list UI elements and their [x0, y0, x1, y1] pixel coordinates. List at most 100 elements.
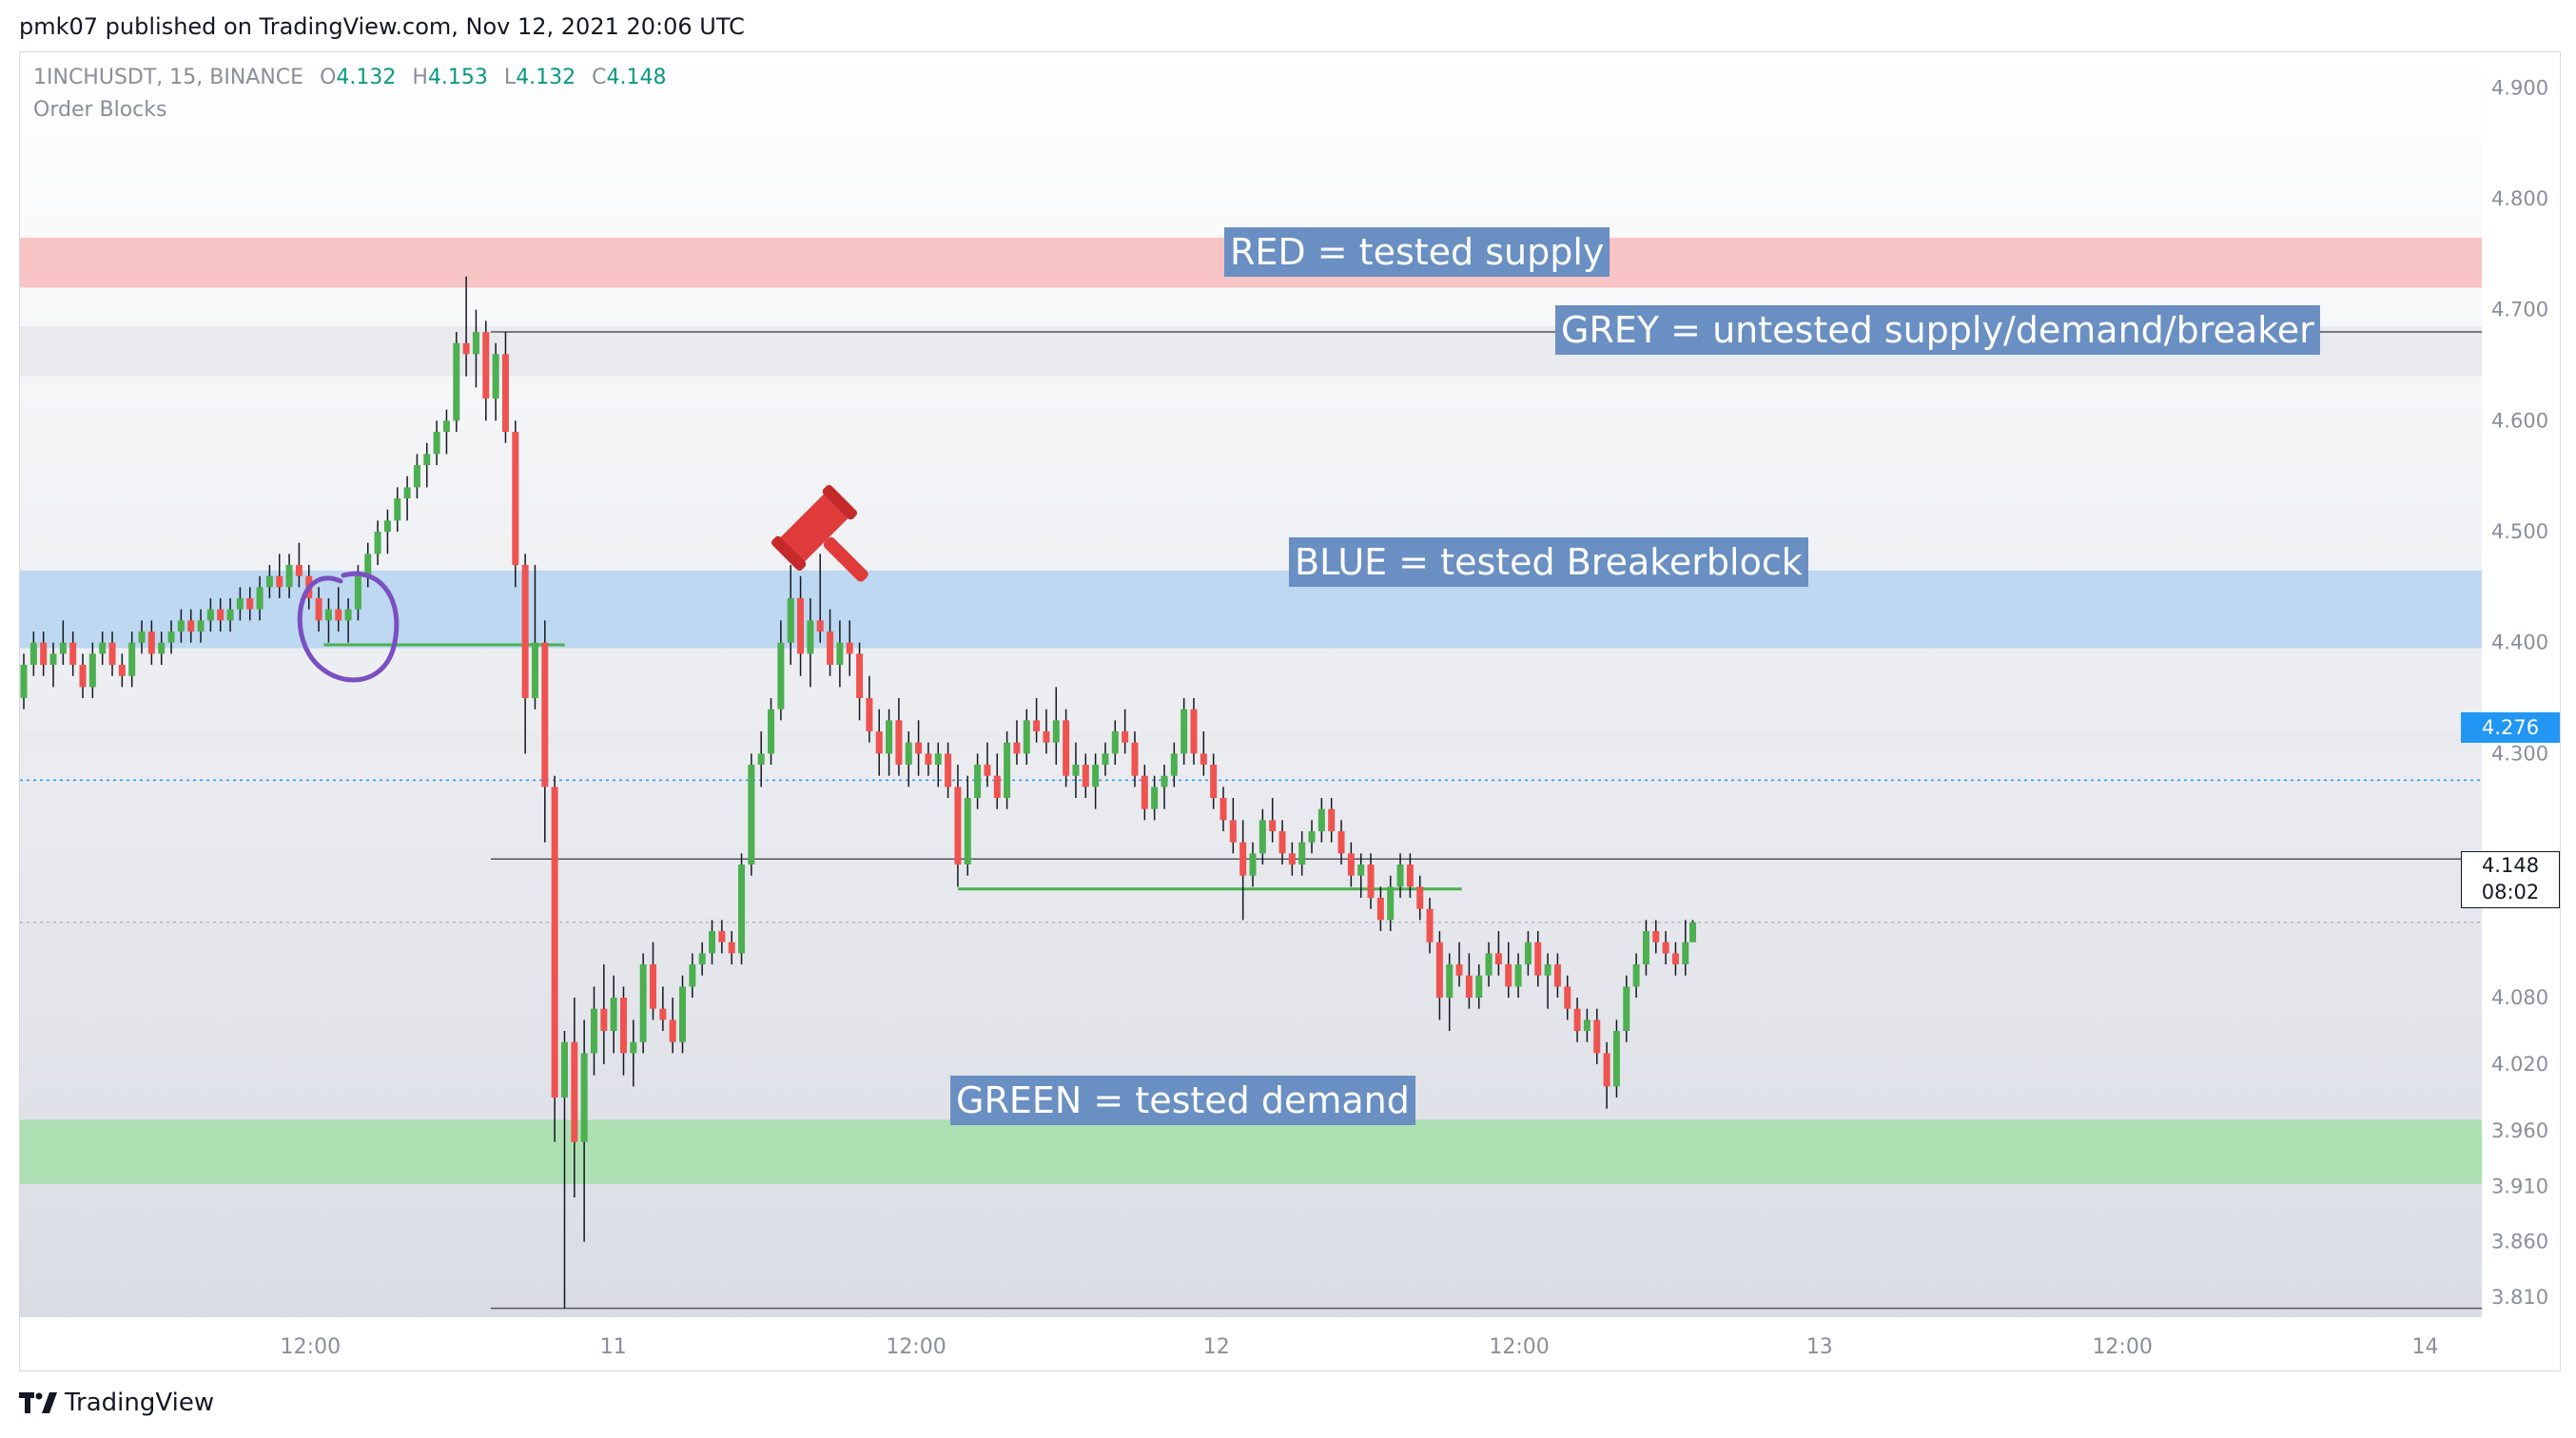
purple-circle-drawing: [297, 571, 400, 683]
candle-body: [108, 642, 116, 666]
candle-body: [1583, 1020, 1590, 1032]
candle-body: [167, 632, 175, 643]
candle-body: [1082, 765, 1089, 787]
candle-body: [886, 720, 893, 754]
chart-frame[interactable]: 4.9004.8004.7004.6004.5004.4004.3004.200…: [19, 51, 2561, 1371]
candle-body: [512, 432, 519, 566]
candle-body: [619, 998, 627, 1054]
candle-body: [394, 498, 401, 521]
candle-body: [748, 765, 755, 865]
candle-body: [895, 720, 903, 766]
candle-body: [295, 565, 302, 576]
candle-body: [1052, 720, 1060, 743]
time-axis-label: 12:00: [281, 1335, 341, 1359]
candles-layer: [20, 276, 1697, 1309]
candle-body: [453, 342, 460, 421]
candle-body: [1023, 720, 1030, 754]
high-label: H: [412, 66, 428, 89]
candle-body: [1475, 975, 1483, 999]
candle-body: [925, 753, 932, 766]
tradingview-logo-icon: [19, 1392, 57, 1413]
price-axis-label: 4.600: [2491, 409, 2548, 432]
candle-body: [69, 642, 77, 666]
candle-body: [1416, 886, 1424, 909]
symbol-line: 1INCHUSDT, 15, BINANCE: [33, 66, 304, 89]
candle-body: [797, 598, 805, 654]
price-axis-label: 4.500: [2491, 520, 2548, 543]
candle-body: [88, 653, 96, 688]
candle-body: [1317, 808, 1325, 832]
candle-body: [1337, 831, 1345, 854]
annotation-grey[interactable]: GREY = untested supply/demand/breaker: [1555, 305, 2320, 355]
candle-body: [1170, 753, 1178, 776]
candle-body: [1573, 1008, 1581, 1032]
candle-body: [1239, 842, 1247, 876]
last-price: 4.148: [2481, 854, 2540, 877]
candle-body: [1004, 742, 1011, 799]
candle-body: [1278, 831, 1286, 854]
candle-body: [501, 354, 509, 433]
candle-body: [580, 1053, 588, 1142]
candle-body: [344, 609, 352, 621]
candle-body: [905, 742, 912, 766]
tradingview-logo[interactable]: TradingView: [19, 1389, 214, 1417]
candle-body: [787, 598, 794, 643]
candle-body: [650, 964, 657, 1009]
candle-body: [206, 609, 214, 621]
candle-body: [974, 765, 982, 799]
candle-body: [679, 986, 687, 1042]
candle-body: [1603, 1053, 1610, 1087]
candle-body: [324, 609, 332, 621]
candle-body: [1376, 898, 1384, 921]
candle-body: [256, 587, 263, 610]
candle-body: [1671, 953, 1679, 965]
candle-body: [1465, 975, 1473, 999]
price-axis-label: 3.910: [2491, 1175, 2548, 1197]
price-axis-label: 4.400: [2491, 632, 2548, 654]
candle-body: [1534, 942, 1542, 976]
candle-body: [79, 665, 87, 688]
candle-body: [1181, 709, 1188, 754]
candle-body: [285, 565, 293, 588]
candle-body: [757, 753, 765, 766]
candle-body: [1689, 922, 1697, 942]
candle-body: [1652, 931, 1660, 942]
price-axis-label: 4.300: [2491, 742, 2548, 765]
candle-body: [246, 598, 254, 610]
candle-body: [226, 609, 234, 621]
candle-body: [354, 575, 361, 610]
indicator-name[interactable]: Order Blocks: [33, 98, 167, 122]
time-axis: 12:00 11 12:00 12 12:00 13 12:00 14: [281, 1335, 2439, 1359]
candle-body: [1544, 964, 1551, 976]
candle-body: [335, 609, 342, 621]
candle-body: [984, 765, 991, 776]
annotation-red[interactable]: RED = tested supply: [1224, 227, 1610, 277]
candle-body: [1446, 964, 1454, 999]
candle-body: [1063, 720, 1070, 776]
candle-body: [128, 642, 136, 676]
candle-body: [1200, 753, 1207, 766]
low-label: L: [503, 66, 517, 89]
candle-body: [1662, 942, 1669, 954]
high-value: 4.153: [427, 66, 488, 89]
candle-body: [1259, 820, 1266, 854]
candle-body: [158, 642, 166, 654]
annotation-green[interactable]: GREEN = tested demand: [950, 1076, 1415, 1125]
symbol-legend[interactable]: 1INCHUSDT, 15, BINANCE O4.132 H4.153 L4.…: [33, 66, 667, 89]
candle-body: [433, 432, 440, 455]
candle-body: [49, 653, 57, 666]
candle-body: [541, 642, 549, 787]
annotation-blue[interactable]: BLUE = tested Breakerblock: [1289, 537, 1808, 587]
candle-body: [1288, 853, 1296, 865]
candle-body: [1593, 1020, 1601, 1054]
candle-body: [639, 964, 647, 1042]
candle-body: [197, 620, 205, 632]
bar-countdown: 08:02: [2481, 881, 2540, 904]
candle-body: [138, 632, 146, 643]
candle-body: [698, 953, 706, 965]
candle-body: [1612, 1031, 1620, 1087]
time-axis-label: 11: [600, 1335, 627, 1359]
candle-body: [1220, 798, 1227, 821]
candle-body: [934, 753, 942, 766]
candle-body: [177, 620, 185, 632]
